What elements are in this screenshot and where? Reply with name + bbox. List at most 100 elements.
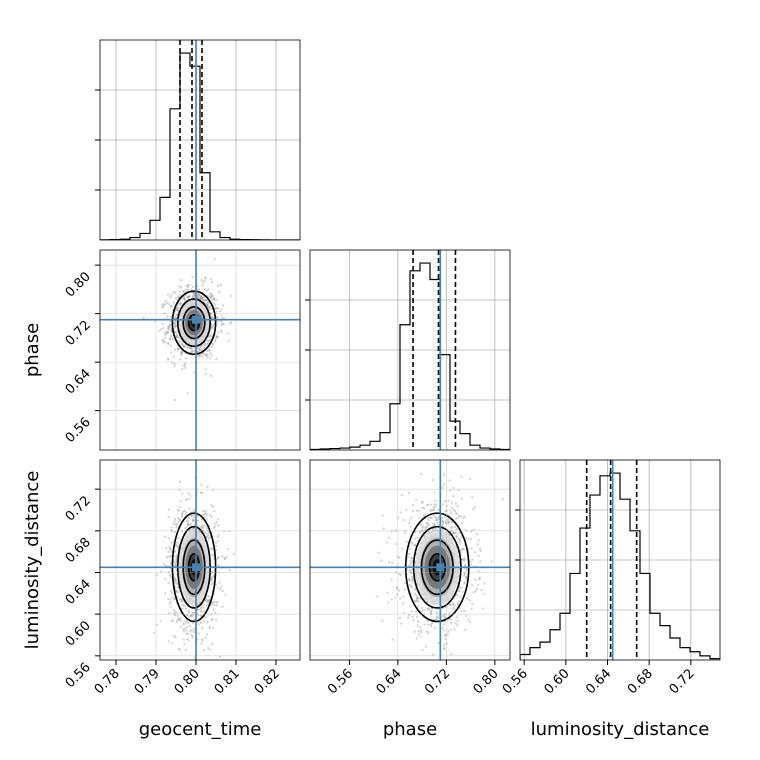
sample-point <box>207 646 210 650</box>
sample-point <box>394 596 397 599</box>
y-tick-label: 0.56 <box>63 660 94 691</box>
sample-point <box>221 589 224 593</box>
sample-point <box>453 525 457 528</box>
sample-point <box>452 508 456 511</box>
sample-point <box>437 517 440 520</box>
sample-point <box>441 503 444 506</box>
sample-point <box>190 351 193 354</box>
sample-point <box>176 522 179 526</box>
sample-point <box>206 600 209 604</box>
sample-point <box>167 555 170 558</box>
sample-point <box>401 602 405 605</box>
sample-point <box>472 591 475 594</box>
sample-point <box>174 550 177 553</box>
sample-point <box>450 501 454 504</box>
sample-point <box>181 492 184 495</box>
sample-point <box>417 600 420 603</box>
sample-point <box>408 569 411 572</box>
sample-point <box>186 391 189 395</box>
sample-point <box>410 542 413 545</box>
sample-point <box>217 331 220 334</box>
sample-point <box>432 522 435 525</box>
sample-point <box>210 583 213 586</box>
sample-point <box>202 281 205 284</box>
sample-point <box>167 597 170 600</box>
scatter-content <box>100 460 300 660</box>
sample-point <box>410 556 413 559</box>
sample-point <box>415 594 418 598</box>
sample-point <box>168 303 171 306</box>
sample-point <box>463 557 467 560</box>
sample-point <box>419 635 422 638</box>
sample-point <box>200 614 203 618</box>
sample-point <box>461 558 464 561</box>
sample-point <box>465 537 468 540</box>
sample-point <box>199 620 202 623</box>
sample-point <box>410 569 413 572</box>
sample-point <box>176 334 179 337</box>
sample-point <box>208 536 211 539</box>
sample-point <box>189 346 192 350</box>
sample-point <box>173 579 177 582</box>
sample-point <box>409 563 412 567</box>
sample-point <box>222 323 225 326</box>
sample-point <box>476 543 479 546</box>
sample-point <box>207 294 210 298</box>
sample-point <box>206 302 209 305</box>
sample-point <box>176 348 179 351</box>
sample-point <box>196 296 200 299</box>
sample-point <box>176 541 179 544</box>
sample-point <box>173 398 176 402</box>
x-tick-label: 0.79 <box>132 666 163 697</box>
sample-point <box>412 504 415 507</box>
sample-point <box>452 602 455 605</box>
sample-point <box>456 516 459 520</box>
sample-point <box>192 629 195 632</box>
sample-point <box>410 561 413 565</box>
x-tick-label: 0.72 <box>422 666 453 697</box>
sample-point <box>456 535 459 538</box>
sample-point <box>220 329 223 332</box>
sample-point <box>173 577 176 580</box>
sample-point <box>201 626 204 629</box>
sample-point <box>420 629 423 632</box>
sample-point <box>184 511 188 514</box>
sample-point <box>415 637 418 640</box>
sample-point <box>210 354 213 357</box>
sample-point <box>209 338 212 341</box>
sample-point <box>212 526 216 529</box>
sample-point <box>185 607 188 610</box>
sample-point <box>175 611 178 614</box>
sample-point <box>197 608 200 612</box>
sample-point <box>164 592 167 595</box>
sample-point <box>415 598 418 601</box>
sample-point <box>204 354 208 357</box>
sample-point <box>214 338 217 341</box>
sample-point <box>200 524 203 527</box>
sample-point <box>204 509 207 513</box>
sample-point <box>176 586 179 589</box>
sample-point <box>409 525 412 528</box>
sample-point <box>205 342 209 345</box>
sample-point <box>178 480 182 483</box>
sample-point <box>166 342 170 346</box>
sample-point <box>200 296 203 299</box>
sample-point <box>179 598 183 601</box>
sample-point <box>174 316 177 319</box>
sample-point <box>209 648 212 651</box>
sample-point <box>449 621 453 624</box>
sample-point <box>211 554 214 557</box>
sample-point <box>433 515 436 518</box>
sample-point <box>203 279 206 282</box>
sample-point <box>208 598 211 602</box>
sample-point <box>188 497 191 500</box>
sample-point <box>452 486 455 490</box>
sample-point <box>168 573 172 577</box>
sample-point <box>433 491 436 494</box>
sample-point <box>203 619 206 622</box>
sample-point <box>443 616 447 619</box>
sample-point <box>408 583 412 587</box>
sample-point <box>448 520 451 524</box>
sample-point <box>407 491 411 494</box>
sample-point <box>435 518 439 522</box>
